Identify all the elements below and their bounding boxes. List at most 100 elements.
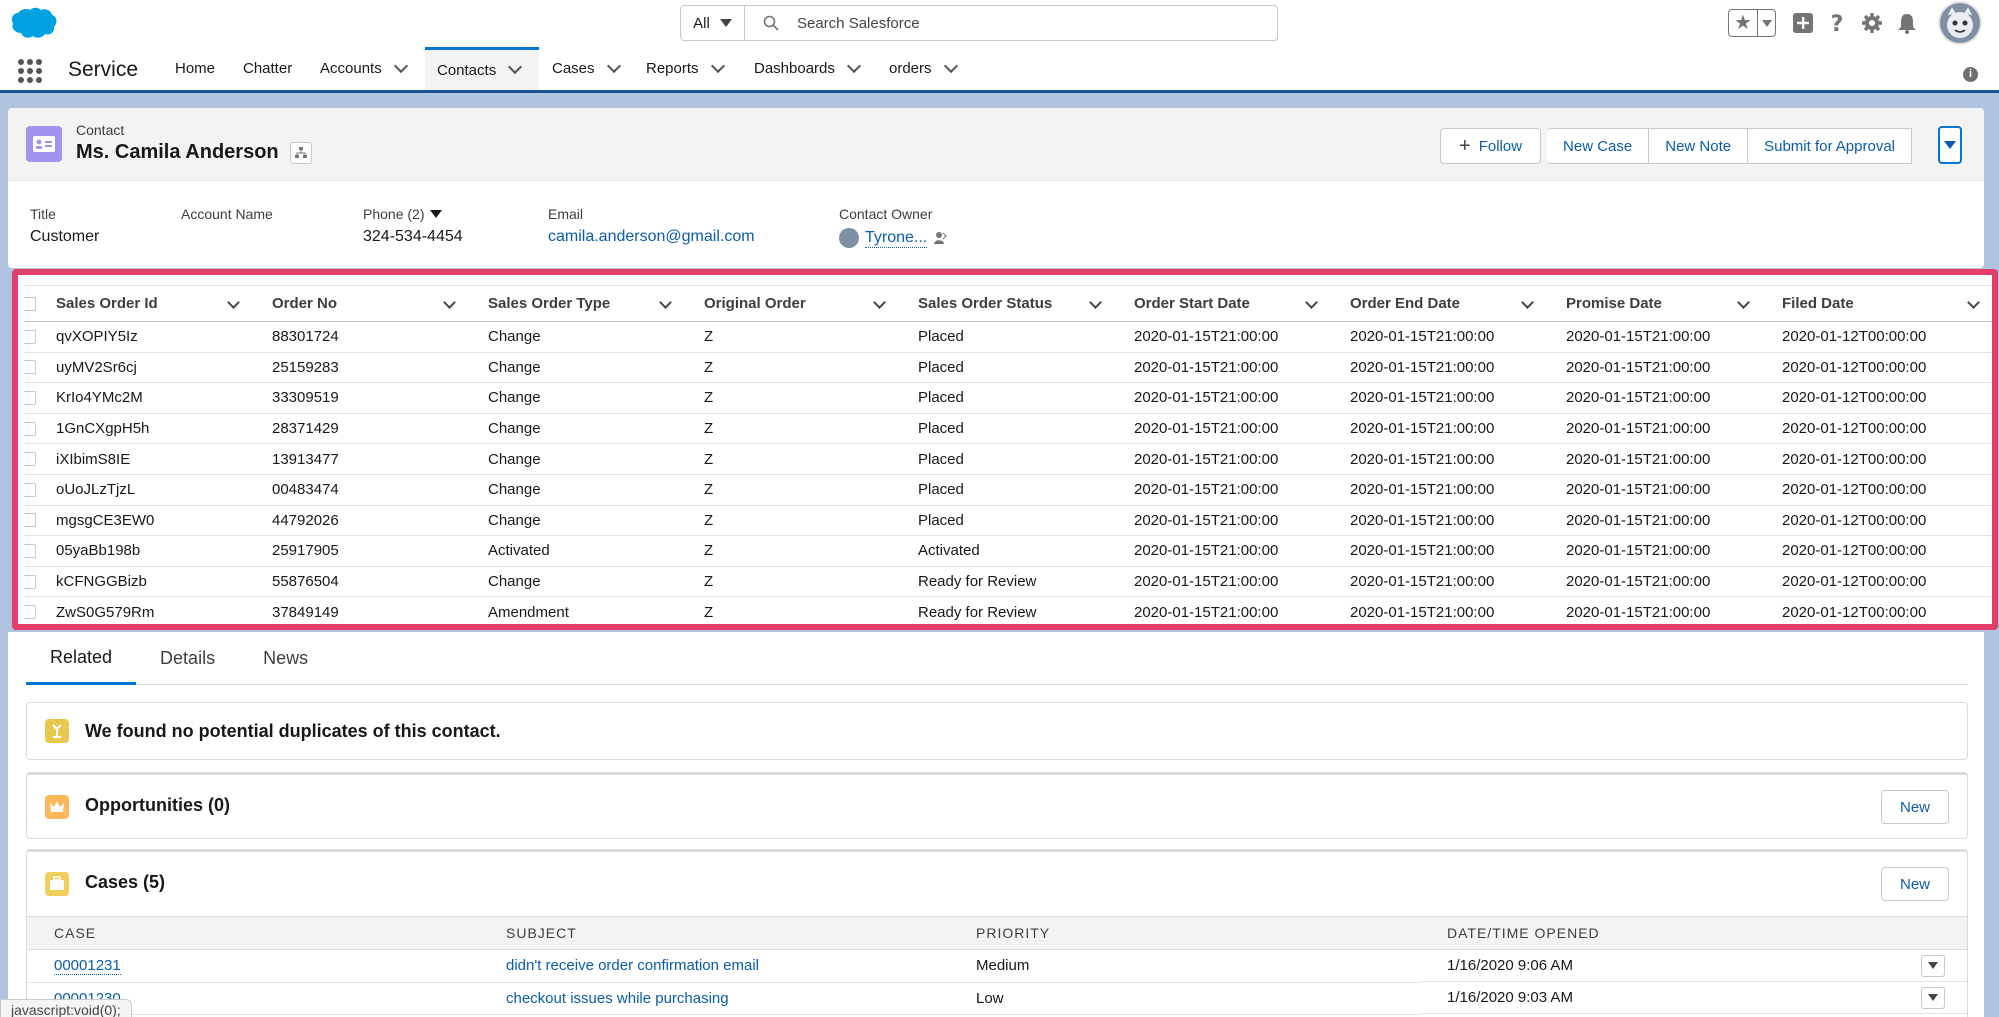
tab-news[interactable]: News [263,648,309,668]
hierarchy-button[interactable] [290,142,312,164]
chevron-down-icon[interactable] [1089,296,1102,309]
owner-link[interactable]: Tyrone... [865,228,928,248]
case-subject-link[interactable]: checkout issues while purchasing [506,989,729,1007]
phone-label[interactable]: Phone (2) [363,206,463,222]
caret-down-icon[interactable] [430,210,443,218]
row-checkbox[interactable] [24,596,38,624]
case-subject-link[interactable]: didn't receive order confirmation email [506,957,759,975]
salesforce-logo-icon[interactable] [10,6,58,40]
nav-item-home[interactable]: Home [175,47,215,90]
table-cell: qvXOPIY5Iz [38,321,254,353]
nav-item-dashboards[interactable]: Dashboards [754,47,861,90]
nav-item-orders[interactable]: orders [889,47,958,90]
user-avatar[interactable] [1938,1,1982,45]
chevron-down-icon[interactable] [1737,296,1750,309]
nav-item-cases[interactable]: Cases [552,47,621,90]
search-scope-select[interactable]: All [681,6,745,40]
column-header[interactable]: Promise Date [1548,285,1764,322]
global-actions-plus-icon[interactable] [1791,11,1815,35]
column-header[interactable]: Sales Order Status [900,285,1116,322]
nav-item-contacts[interactable]: Contacts [425,47,539,90]
help-icon[interactable]: ? [1825,11,1849,35]
table-cell: uyMV2Sr6cj [38,352,254,384]
chevron-down-icon[interactable] [508,59,523,75]
row-checkbox[interactable] [24,566,38,598]
table-cell: 2020-01-15T21:00:00 [1332,382,1548,414]
nav-item-accounts[interactable]: Accounts [320,47,408,90]
bell-icon[interactable] [1895,11,1919,35]
new-opportunity-button[interactable]: New [1881,790,1949,824]
column-header[interactable]: Original Order [686,285,900,322]
tab-details[interactable]: Details [160,648,216,668]
column-header[interactable]: Filed Date [1764,285,1992,322]
chevron-down-icon[interactable] [710,58,725,73]
row-checkbox[interactable] [24,352,38,384]
table-cell: Change [470,413,686,445]
chevron-down-icon[interactable] [873,296,886,309]
change-owner-icon[interactable] [933,231,947,245]
chevron-down-icon[interactable] [659,296,672,309]
table-row[interactable]: ZwS0G579Rm 37849149 Amendment Z Ready for Re… [24,596,1992,624]
email-link[interactable]: camila.anderson@gmail.com [548,228,755,245]
nav-item-chatter[interactable]: Chatter [243,47,292,90]
opportunities-title[interactable]: Opportunities (0) [85,795,230,815]
row-checkbox[interactable] [24,443,38,475]
row-checkbox[interactable] [24,321,38,353]
table-row[interactable]: kCFNGGBizb 55876504 Change Z Ready for Revie… [24,566,1992,598]
chevron-down-icon[interactable] [227,296,240,309]
chevron-down-icon[interactable] [846,58,861,73]
info-icon[interactable]: i [1963,67,1978,82]
gear-icon[interactable] [1860,11,1884,35]
more-actions-button[interactable] [1938,126,1962,164]
chevron-down-icon[interactable] [1305,296,1318,309]
table-cell: Change [470,443,686,475]
column-header[interactable]: Sales Order Type [470,285,686,322]
chevron-down-icon[interactable] [943,58,958,73]
new-case-related-button[interactable]: New [1881,867,1949,901]
column-header-label: Sales Order Status [918,295,1053,312]
table-row[interactable]: uyMV2Sr6cj 25159283 Change Z Placed 2020-01-1… [24,352,1992,384]
chevron-down-icon[interactable] [606,58,621,73]
column-header-label: Order End Date [1350,295,1461,312]
search-input[interactable]: Search Salesforce [797,14,920,32]
new-case-button[interactable]: New Case [1547,128,1650,164]
chevron-down-icon[interactable] [393,58,408,73]
field-contact-owner: Contact Owner Tyrone... [839,206,947,248]
favorites-menu-button[interactable] [1758,19,1775,27]
chevron-down-icon[interactable] [1967,296,1980,309]
sales-orders-table: Sales Order Id Order No Sales Order Type Or… [24,285,1992,624]
column-header[interactable]: Sales Order Id [38,285,254,322]
row-checkbox[interactable] [24,474,38,506]
favorites-button[interactable]: ★ [1728,9,1776,37]
chevron-down-icon[interactable] [443,296,456,309]
row-checkbox[interactable] [24,535,38,567]
row-actions-button[interactable] [1921,954,1945,977]
row-checkbox[interactable] [24,505,38,537]
tab-related[interactable]: Related [26,632,137,685]
case-number-link[interactable]: 00001231 [54,957,121,976]
table-row[interactable]: KrIo4YMc2M 33309519 Change Z Placed 2020-01-1… [24,382,1992,414]
select-all-checkbox[interactable] [24,285,38,322]
table-row[interactable]: 1GnCXgpH5h 28371429 Change Z Placed 2020-01-1… [24,413,1992,445]
follow-button[interactable]: + Follow [1440,128,1542,164]
new-note-button[interactable]: New Note [1649,128,1749,164]
table-row[interactable]: iXIbimS8IE 13913477 Change Z Placed 2020-01-1… [24,443,1992,475]
row-actions-button[interactable] [1921,986,1945,1009]
row-checkbox[interactable] [24,413,38,445]
table-row[interactable]: mgsgCE3EW0 44792026 Change Z Placed 2020-01-1… [24,505,1992,537]
column-header[interactable]: Order Start Date [1116,285,1332,322]
submit-for-approval-button[interactable]: Submit for Approval [1748,128,1913,164]
cases-title[interactable]: Cases (5) [85,872,166,892]
column-header[interactable]: Order No [254,285,470,322]
table-cell: 2020-01-15T21:00:00 [1548,566,1764,598]
table-row[interactable]: oUoJLzTjzL 00483474 Change Z Placed 2020-01-1… [24,474,1992,506]
chevron-down-icon[interactable] [1521,296,1534,309]
app-launcher-icon[interactable] [18,59,44,83]
table-row[interactable]: 05yaBb198b 25917905 Activated Z Activated 202… [24,535,1992,567]
column-header: SUBJECT [479,916,949,950]
table-row[interactable]: qvXOPIY5Iz 88301724 Change Z Placed 2020-01-1… [24,321,1992,353]
nav-item-reports[interactable]: Reports [646,47,725,90]
global-search[interactable]: All Search Salesforce [680,5,1278,41]
row-checkbox[interactable] [24,382,38,414]
column-header[interactable]: Order End Date [1332,285,1548,322]
